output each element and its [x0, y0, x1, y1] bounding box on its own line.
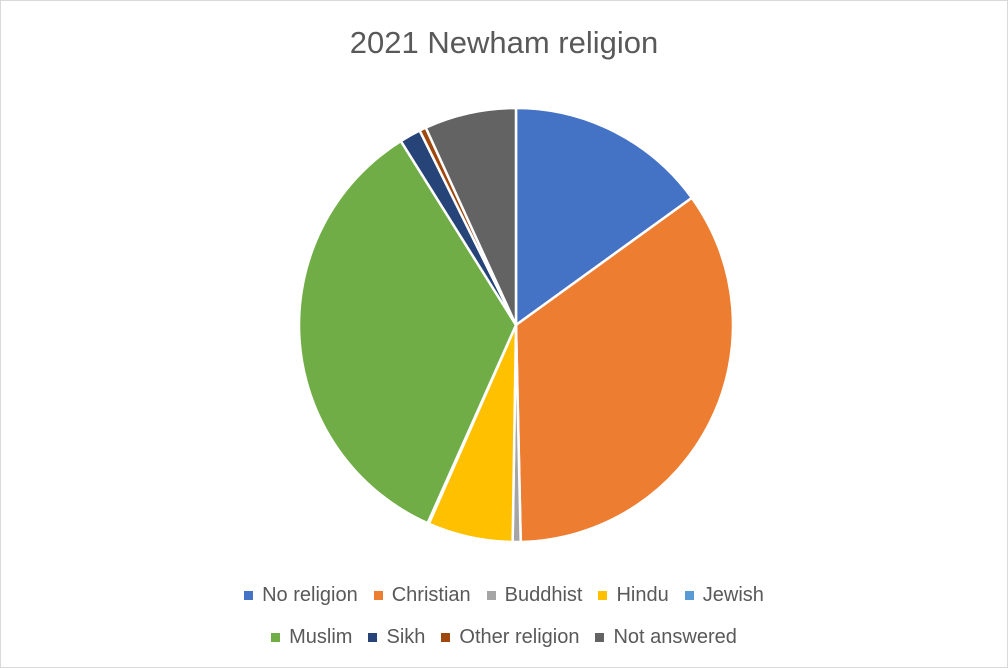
- legend-item: Hindu: [598, 584, 669, 607]
- legend-item: Christian: [373, 584, 471, 607]
- legend-label: Christian: [391, 584, 471, 606]
- legend-swatch: [486, 591, 496, 600]
- chart-title: 2021 Newham religion: [349, 25, 659, 60]
- legend-item: Muslim: [271, 626, 352, 649]
- legend-item: Sikh: [368, 626, 425, 649]
- legend-item: Buddhist: [486, 584, 583, 607]
- legend-label: Not answered: [613, 626, 737, 648]
- legend-label: Buddhist: [504, 584, 583, 606]
- legend-item: Jewish: [684, 584, 764, 607]
- legend-row: No religion Christian Buddhist Hindu Jewish: [1, 584, 1007, 607]
- legend-swatch: [598, 591, 608, 600]
- pie-slice-no-religion: [514, 106, 694, 327]
- legend-swatch: [684, 591, 694, 600]
- legend-label: Hindu: [616, 584, 669, 606]
- legend-label: Sikh: [386, 626, 426, 648]
- pie-slice-muslim: [297, 139, 518, 525]
- legend-label: Jewish: [702, 584, 764, 606]
- legend-swatch: [244, 591, 254, 600]
- legend-item: No religion: [244, 584, 358, 607]
- legend-row: Muslim Sikh Other religion Not answered: [1, 626, 1007, 649]
- legend-swatch: [368, 633, 378, 642]
- pie-slice-christian: [514, 196, 735, 544]
- legend-swatch: [441, 633, 451, 642]
- legend-item: Other religion: [441, 626, 579, 649]
- legend-swatch: [271, 633, 281, 642]
- legend-label: Muslim: [289, 626, 353, 648]
- pie-slice-not-answered: [424, 106, 518, 327]
- legend-label: Other religion: [459, 626, 580, 648]
- legend-label: No religion: [262, 584, 358, 606]
- legend-swatch: [595, 633, 605, 642]
- legend-item: Not answered: [595, 626, 737, 649]
- legend-swatch: [373, 591, 383, 600]
